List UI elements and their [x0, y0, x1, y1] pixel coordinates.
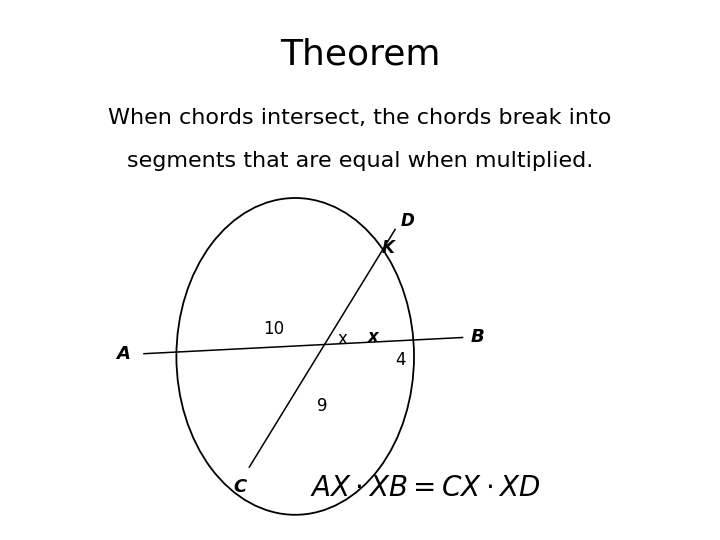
Text: segments that are equal when multiplied.: segments that are equal when multiplied. [127, 151, 593, 171]
Text: K: K [382, 239, 395, 258]
Text: When chords intersect, the chords break into: When chords intersect, the chords break … [108, 108, 612, 128]
Text: B: B [471, 328, 485, 347]
Text: x: x [368, 328, 379, 347]
Text: Theorem: Theorem [280, 38, 440, 72]
Text: D: D [400, 212, 414, 231]
Text: x: x [338, 330, 348, 348]
Text: C: C [233, 478, 247, 496]
Text: 9: 9 [317, 397, 328, 415]
Text: 4: 4 [395, 351, 406, 369]
Text: $AX \cdot XB = CX \cdot XD$: $AX \cdot XB = CX \cdot XD$ [310, 474, 540, 502]
Text: 10: 10 [263, 320, 284, 339]
Text: A: A [117, 345, 130, 363]
